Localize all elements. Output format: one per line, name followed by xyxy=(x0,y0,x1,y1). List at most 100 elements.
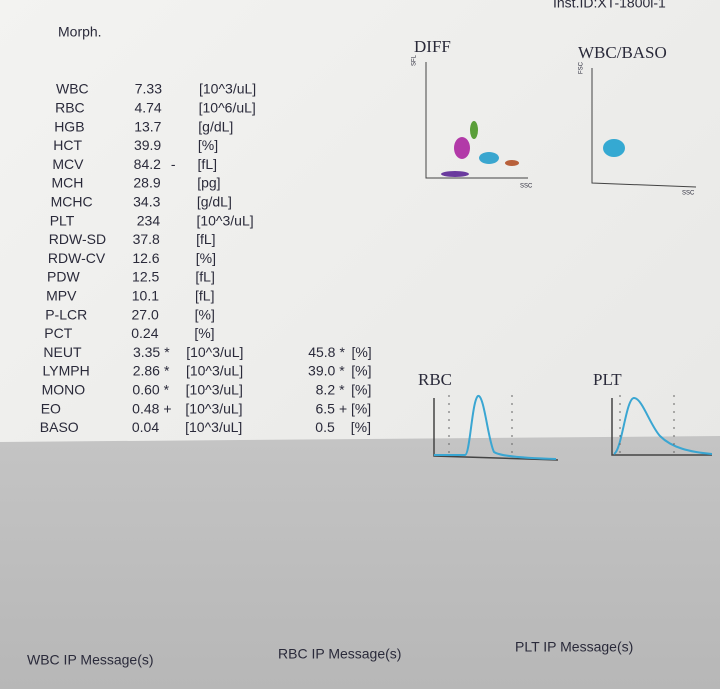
test-name: RDW-SD xyxy=(49,231,106,247)
test-name: HGB xyxy=(54,118,84,134)
flag: + xyxy=(163,400,171,416)
test-value: 7.33 xyxy=(135,81,162,97)
test-unit: [fL] xyxy=(196,231,215,247)
axis-label: FSC xyxy=(579,61,585,74)
axis xyxy=(425,62,528,179)
test-unit: [pg] xyxy=(197,175,220,191)
test-value: 0.24 xyxy=(131,325,158,341)
plot-title: WBC/BASO xyxy=(578,43,667,62)
percent-unit: [%] xyxy=(351,344,371,360)
axis-label: SFL xyxy=(412,54,418,66)
test-value: 0.04 xyxy=(132,419,159,435)
footer-message: RBC IP Message(s) xyxy=(278,646,401,662)
flag: * xyxy=(339,382,345,398)
test-value: 28.9 xyxy=(133,175,160,191)
test-unit: [%] xyxy=(195,306,215,322)
test-unit: [g/dL] xyxy=(197,194,232,210)
cluster xyxy=(470,121,478,139)
test-name: HCT xyxy=(53,137,82,153)
test-value: 12.5 xyxy=(132,269,159,285)
axis xyxy=(591,68,697,188)
flag: * xyxy=(164,382,170,398)
curve xyxy=(434,394,557,460)
test-unit: [fL] xyxy=(195,288,214,304)
test-value: 12.6 xyxy=(132,250,159,266)
flag: * xyxy=(339,363,345,379)
test-name: LYMPH xyxy=(43,363,90,379)
test-name: RBC xyxy=(55,100,85,116)
test-unit: [10^3/uL] xyxy=(185,419,242,435)
axis-label: SSC xyxy=(682,191,695,197)
test-unit: [%] xyxy=(196,250,216,266)
test-unit: [10^6/uL] xyxy=(199,100,256,116)
percent-unit: [%] xyxy=(351,419,371,435)
percent-value: 45.8 xyxy=(308,344,335,360)
plot-title: RBC xyxy=(418,370,452,389)
test-name: EO xyxy=(41,400,61,416)
test-value: 13.7 xyxy=(134,118,161,134)
test-name: NEUT xyxy=(43,344,82,360)
footer-message: PLT IP Message(s) xyxy=(515,639,633,655)
flag: + xyxy=(339,400,347,416)
rbc-histogram: RBC xyxy=(418,370,559,461)
footer-message: WBC IP Message(s) xyxy=(27,652,154,668)
test-unit: [fL] xyxy=(198,156,217,172)
axis-label: SSC xyxy=(520,184,533,190)
shadow xyxy=(0,436,720,689)
test-unit: [10^3/uL] xyxy=(185,400,242,416)
percent-value: 8.2 xyxy=(316,382,336,398)
section-label: Morph. xyxy=(58,24,102,40)
test-name: MCHC xyxy=(51,194,93,210)
test-value: 0.48 xyxy=(132,400,159,416)
test-unit: [10^3/uL] xyxy=(196,212,253,228)
test-value: 234 xyxy=(137,212,161,228)
curve xyxy=(613,396,713,455)
flag: * xyxy=(164,363,170,379)
flag: * xyxy=(164,344,170,360)
test-unit: [fL] xyxy=(195,269,214,285)
test-name: RDW-CV xyxy=(48,250,106,266)
percent-unit: [%] xyxy=(351,400,371,416)
percent-value: 0.5 xyxy=(315,419,335,435)
flag: * xyxy=(339,344,345,360)
test-value: 84.2 xyxy=(134,156,161,172)
cluster xyxy=(505,160,519,166)
flag: - xyxy=(171,156,176,172)
diff-scatter: DIFF SFL SSC xyxy=(412,37,533,190)
test-name: MONO xyxy=(42,382,86,398)
test-value: 4.74 xyxy=(134,100,161,116)
percent-unit: [%] xyxy=(351,363,371,379)
test-name: PCT xyxy=(44,325,72,341)
test-name: BASO xyxy=(40,419,79,435)
inst-id: Inst.ID:XT-1800i-1 xyxy=(553,0,666,11)
percent-value: 6.5 xyxy=(315,400,335,416)
test-value: 10.1 xyxy=(132,288,159,304)
test-unit: [%] xyxy=(198,137,218,153)
test-name: WBC xyxy=(56,81,89,97)
test-name: PDW xyxy=(47,269,80,285)
test-name: P-LCR xyxy=(45,306,87,322)
test-value: 0.60 xyxy=(132,382,159,398)
test-unit: [10^3/uL] xyxy=(199,81,256,97)
test-unit: [g/dL] xyxy=(198,118,233,134)
cluster xyxy=(454,137,470,159)
wbc-baso-scatter: WBC/BASO FSC SSC xyxy=(578,43,697,197)
cluster xyxy=(441,171,469,177)
test-unit: [10^3/uL] xyxy=(186,344,243,360)
test-name: PLT xyxy=(50,212,75,228)
test-name: MPV xyxy=(46,288,77,304)
plot-title: DIFF xyxy=(414,37,451,56)
test-unit: [%] xyxy=(194,325,214,341)
test-name: MCH xyxy=(52,175,84,191)
cluster xyxy=(603,139,625,157)
cluster xyxy=(479,152,499,164)
percent-unit: [%] xyxy=(351,382,371,398)
test-value: 27.0 xyxy=(132,306,159,322)
test-value: 34.3 xyxy=(133,194,160,210)
results: WBC 7.33 [10^3/uL] RBC 4.74 [10^6/uL] HGB 13.7 [… xyxy=(40,81,372,435)
plot-title: PLT xyxy=(593,370,622,389)
test-value: 39.9 xyxy=(134,137,161,153)
test-value: 3.35 xyxy=(133,344,160,360)
